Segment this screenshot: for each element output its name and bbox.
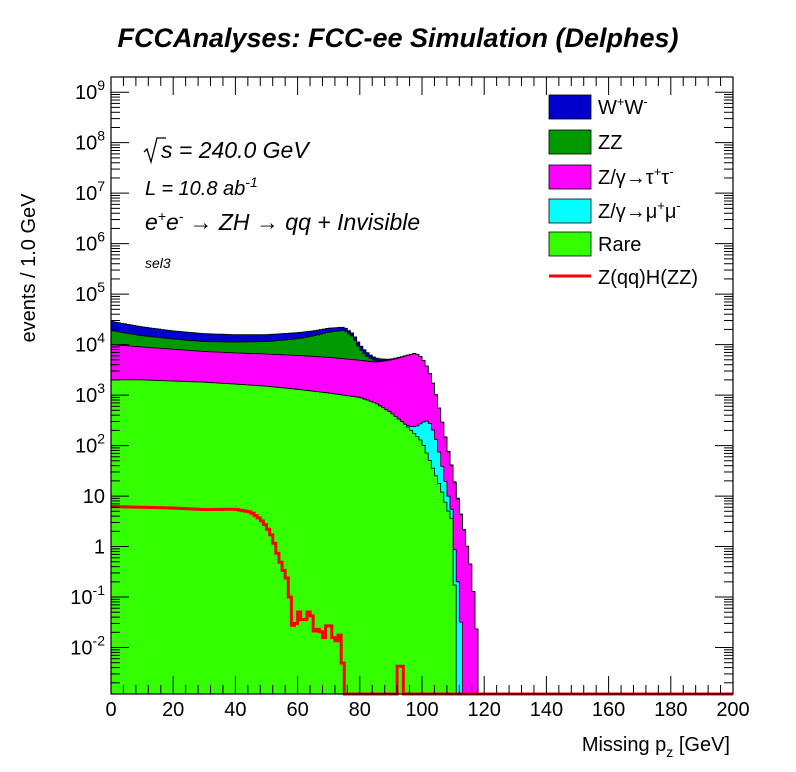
chart-title: FCCAnalyses: FCC-ee Simulation (Delphes) [117, 23, 678, 53]
sqrt-s-label: s = 240.0 GeV [161, 137, 311, 163]
y-tick-label: 1 [94, 537, 105, 559]
y-tick-label: 10 [83, 486, 105, 508]
x-tick-label: 60 [286, 699, 308, 721]
x-tick-label: 100 [405, 699, 438, 721]
annotation-process: e+e- → ZH → qq + Invisible [145, 208, 420, 235]
annotation-luminosity: L = 10.8 ab-1 [145, 174, 258, 200]
y-tick-label: 105 [75, 279, 105, 306]
legend-label-signal: Z(qq)H(ZZ) [598, 267, 698, 289]
legend-swatch-z- [548, 164, 592, 190]
y-tick-label: 10-1 [70, 582, 105, 609]
x-tick-label: 120 [468, 699, 501, 721]
sqrt-icon [143, 137, 166, 165]
x-tick-label: 80 [349, 699, 371, 721]
y-axis-title: events / 1.0 GeV [18, 193, 40, 343]
y-tick-label: 107 [75, 178, 105, 205]
x-tick-label: 200 [716, 699, 749, 721]
y-tick-label: 104 [75, 330, 105, 357]
x-tick-label: 180 [654, 699, 687, 721]
x-tick-label: 40 [224, 699, 246, 721]
annotation-selection: sel3 [145, 255, 171, 271]
y-tick-label: 109 [75, 77, 105, 104]
y-tick-label: 102 [75, 431, 105, 458]
legend-label-z-: Z/γ→τ+τ- [598, 164, 674, 189]
legend-swatch-w-w- [548, 94, 592, 120]
legend-swatch-rare [548, 231, 592, 257]
legend-swatch-z- [548, 198, 592, 224]
legend-label-z-: Z/γ→μ+μ- [598, 198, 681, 223]
legend-label-w-w-: W+W- [598, 94, 648, 119]
x-tick-label: 140 [530, 699, 563, 721]
y-axis: 10-2 10-1 1 10 102 103 104 105 106 107 108 109 [70, 76, 733, 684]
legend-label-rare: Rare [598, 234, 641, 256]
annotation-sqrt-s: s = 240.0 GeV [143, 137, 311, 165]
x-tick-label: 160 [592, 699, 625, 721]
legend-label-zz: ZZ [598, 132, 622, 154]
y-tick-label: 103 [75, 380, 105, 407]
y-tick-label: 108 [75, 128, 105, 155]
y-tick-label: 10-2 [70, 633, 105, 660]
stacked-histograms [110, 321, 733, 695]
plot-area [110, 76, 734, 696]
x-tick-label: 0 [105, 699, 116, 721]
legend: W+W- ZZ Z/γ→τ+τ- Z/γ→μ+μ- Rare Z(qq)H(ZZ) [548, 94, 698, 289]
x-axis: 0 20 40 60 80 100 120 140 160 180 200 [105, 77, 750, 721]
y-tick-label: 106 [75, 229, 105, 256]
x-axis-title: Missing pz [GeV] [582, 734, 730, 760]
x-tick-label: 20 [162, 699, 184, 721]
legend-swatch-zz [548, 129, 592, 155]
